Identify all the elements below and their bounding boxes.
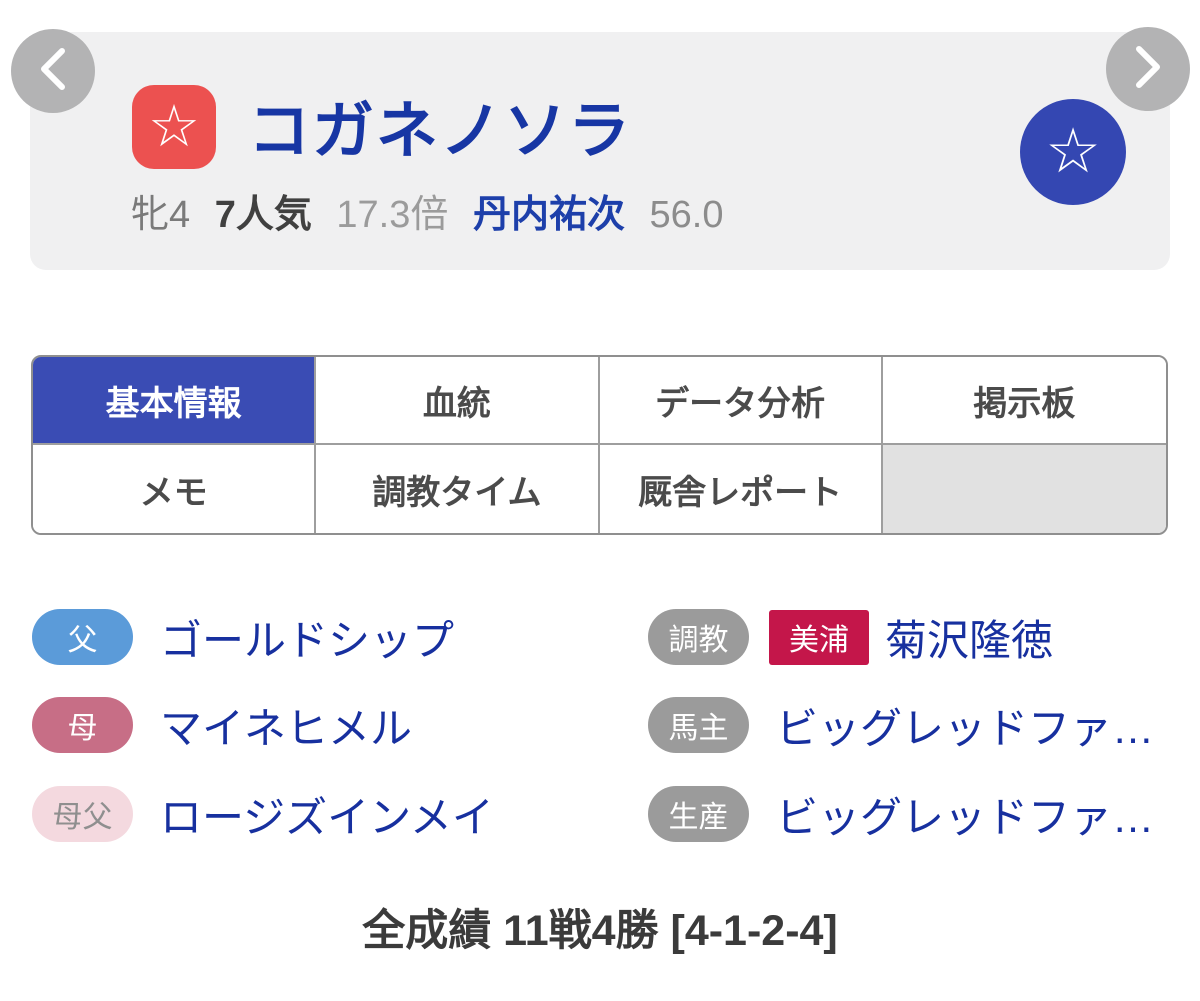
carried-weight: 56.0 [649,194,724,236]
chevron-left-icon [36,45,70,98]
total-record: 全成績 11戦4勝 [4-1-2-4] [362,907,838,955]
trainer-row: 調教 美浦 菊沢隆徳 [648,609,1053,665]
tab-label: メモ [139,473,208,512]
owner-tag-pill: 馬主 [648,697,749,753]
trainer-tag-pill: 調教 [648,609,749,665]
mother-name-link[interactable]: マイネヒメル [160,704,413,752]
star-outline-icon: ☆ [148,94,200,159]
tab-data-analysis[interactable]: データ分析 [599,357,883,445]
tab-label: 基本情報 [105,384,242,423]
mothers-father-row: 母父 ロージズインメイ [32,786,494,842]
tab-empty-cell [882,445,1166,533]
next-horse-button[interactable] [1106,27,1190,111]
trainer-name-link[interactable]: 菊沢隆徳 [885,616,1054,664]
father-tag-pill: 父 [32,609,133,665]
horse-name: コガネノソラ [248,97,633,166]
mothers-father-tag-pill: 母父 [32,786,133,842]
star-outline-icon: ☆ [1045,117,1101,186]
sex-age: 牝4 [131,194,191,236]
tab-pedigree[interactable]: 血統 [316,357,600,445]
tab-label: データ分析 [655,384,826,423]
horse-star-app-icon: ☆ [132,85,216,169]
popularity: 7人気 [214,194,312,236]
jockey-link[interactable]: 丹内祐次 [472,194,625,236]
tab-board[interactable]: 掲示板 [882,357,1166,445]
mothers-father-name-link[interactable]: ロージズインメイ [160,793,494,841]
breeder-tag-pill: 生産 [648,786,749,842]
breeder-name-link[interactable]: ビッグレッドファ… [776,793,1155,841]
stable-region-badge: 美浦 [769,609,869,665]
horse-header-card [30,32,1170,270]
horse-subinfo: 牝4 7人気 17.3倍 丹内祐次 56.0 [131,193,737,237]
owner-row: 馬主 ビッグレッドファ… [648,697,1154,753]
favorite-star-button[interactable]: ☆ [1020,99,1126,205]
odds: 17.3倍 [336,194,449,236]
tab-grid: 基本情報 血統 データ分析 掲示板 メモ 調教タイム 厩舎レポート [31,355,1168,535]
tab-label: 血統 [422,384,491,423]
father-name-link[interactable]: ゴールドシップ [160,616,455,664]
tab-label: 掲示板 [973,384,1076,423]
mother-tag-pill: 母 [32,697,133,753]
tab-training-time[interactable]: 調教タイム [316,445,600,533]
owner-name-link[interactable]: ビッグレッドファ… [776,704,1155,752]
tab-stable-report[interactable]: 厩舎レポート [599,445,883,533]
tab-label: 厩舎レポート [638,473,843,512]
chevron-right-icon [1131,43,1165,96]
breeder-row: 生産 ビッグレッドファ… [648,786,1154,842]
tab-label: 調教タイム [372,473,542,512]
mother-row: 母 マイネヒメル [32,697,412,753]
father-row: 父 ゴールドシップ [32,609,454,665]
prev-horse-button[interactable] [11,29,95,113]
tab-basic-info[interactable]: 基本情報 [33,357,317,445]
tab-memo[interactable]: メモ [33,445,317,533]
